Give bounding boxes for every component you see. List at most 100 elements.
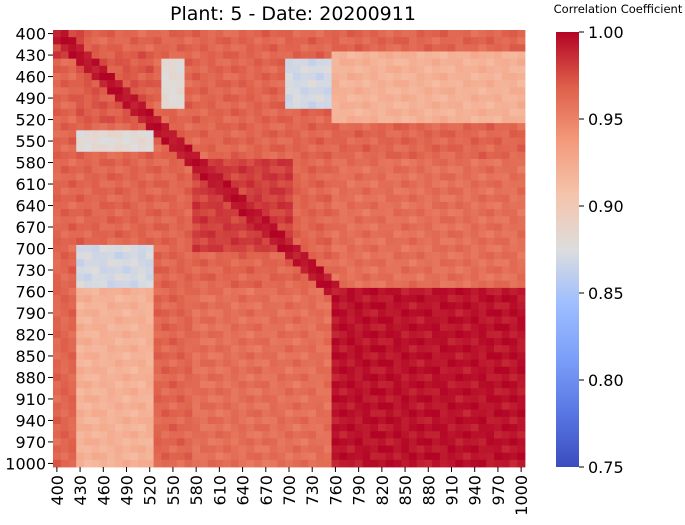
heatmap-cell bbox=[424, 273, 433, 282]
heatmap-cell bbox=[439, 431, 449, 439]
heatmap-cell bbox=[300, 409, 309, 418]
heatmap-cell bbox=[269, 115, 278, 124]
heatmap-cell bbox=[385, 72, 394, 81]
heatmap-cell bbox=[215, 402, 224, 411]
heatmap-cell bbox=[308, 87, 317, 95]
heatmap-cell bbox=[53, 373, 62, 382]
heatmap-cell bbox=[254, 115, 263, 124]
heatmap-cell bbox=[486, 459, 495, 468]
heatmap-cell bbox=[339, 158, 348, 167]
heatmap-cell bbox=[200, 223, 209, 231]
heatmap-cell bbox=[377, 37, 387, 45]
heatmap-cell bbox=[91, 44, 100, 52]
heatmap-cell bbox=[138, 381, 147, 389]
heatmap-cell bbox=[416, 173, 425, 181]
heatmap-cell bbox=[347, 65, 356, 74]
heatmap-cell bbox=[207, 137, 216, 146]
heatmap-cell bbox=[207, 87, 216, 95]
heatmap-cell bbox=[114, 416, 124, 425]
heatmap-cell bbox=[269, 345, 278, 353]
heatmap-cell bbox=[114, 266, 124, 274]
heatmap-cell bbox=[470, 223, 479, 231]
heatmap-cell bbox=[370, 316, 379, 325]
heatmap-cell bbox=[494, 381, 503, 389]
heatmap-cell bbox=[145, 302, 154, 310]
heatmap-cell bbox=[331, 402, 340, 411]
heatmap-cell bbox=[308, 194, 317, 203]
heatmap-cell bbox=[362, 130, 371, 138]
heatmap-cell bbox=[254, 65, 263, 74]
heatmap-cell bbox=[223, 424, 232, 432]
heatmap-cell bbox=[408, 366, 418, 375]
x-tick-label: 400 bbox=[48, 475, 67, 506]
heatmap-cell bbox=[60, 330, 69, 339]
heatmap-cell bbox=[292, 65, 302, 74]
heatmap-cell bbox=[91, 366, 100, 375]
heatmap-cell bbox=[439, 359, 449, 368]
heatmap-cell bbox=[215, 101, 224, 110]
heatmap-cell bbox=[432, 123, 441, 131]
heatmap-cell bbox=[161, 144, 170, 153]
heatmap-cell bbox=[261, 230, 271, 239]
heatmap-cell bbox=[153, 216, 162, 224]
heatmap-cell bbox=[323, 37, 332, 45]
heatmap-cell bbox=[494, 72, 503, 81]
heatmap-cell bbox=[107, 230, 116, 239]
heatmap-cell bbox=[238, 402, 247, 411]
heatmap-cell bbox=[200, 459, 209, 468]
heatmap-cell bbox=[432, 58, 441, 67]
heatmap-cell bbox=[370, 130, 379, 138]
heatmap-cell bbox=[316, 316, 325, 325]
heatmap-cell bbox=[424, 323, 433, 332]
heatmap-cell bbox=[308, 180, 317, 188]
heatmap-cell bbox=[401, 108, 410, 117]
heatmap-cell bbox=[408, 209, 418, 217]
heatmap-cell bbox=[223, 388, 232, 396]
heatmap-cell bbox=[517, 37, 526, 45]
heatmap-cell bbox=[323, 101, 332, 110]
heatmap-cell bbox=[408, 230, 418, 239]
heatmap-cell bbox=[377, 273, 387, 282]
heatmap-cell bbox=[60, 237, 69, 246]
colorbar bbox=[556, 32, 579, 467]
heatmap-cell bbox=[192, 108, 201, 117]
heatmap-cell bbox=[292, 137, 302, 146]
heatmap-cell bbox=[200, 80, 209, 88]
heatmap-cell bbox=[300, 37, 309, 45]
x-tick-label: 910 bbox=[442, 475, 461, 506]
heatmap-cell bbox=[277, 338, 286, 346]
heatmap-cell bbox=[509, 445, 518, 454]
heatmap-cell bbox=[408, 302, 418, 310]
heatmap-cell bbox=[432, 323, 441, 332]
heatmap-cell bbox=[230, 173, 240, 181]
heatmap-cell bbox=[83, 395, 93, 403]
heatmap-cell bbox=[200, 144, 209, 153]
heatmap-cell bbox=[401, 431, 410, 439]
heatmap-cell bbox=[308, 323, 317, 332]
heatmap-cell bbox=[261, 166, 271, 174]
heatmap-cell bbox=[277, 137, 286, 146]
heatmap-cell bbox=[192, 431, 201, 439]
heatmap-cell bbox=[130, 373, 139, 382]
heatmap-cell bbox=[486, 194, 495, 203]
heatmap-cell bbox=[432, 223, 441, 231]
heatmap-cell bbox=[401, 345, 410, 353]
heatmap-cell bbox=[122, 273, 131, 282]
heatmap-cell bbox=[176, 51, 185, 60]
heatmap-cell bbox=[161, 352, 170, 360]
heatmap-cell bbox=[200, 151, 209, 160]
heatmap-cell bbox=[76, 295, 85, 303]
heatmap-cell bbox=[463, 244, 472, 253]
heatmap-cell bbox=[509, 80, 518, 88]
heatmap-cell bbox=[316, 438, 325, 446]
heatmap-cell bbox=[347, 280, 356, 289]
heatmap-cell bbox=[138, 244, 147, 253]
heatmap-cell bbox=[60, 151, 69, 160]
heatmap-cell bbox=[184, 252, 193, 260]
heatmap-cell bbox=[393, 416, 402, 425]
heatmap-cell bbox=[393, 452, 402, 461]
heatmap-cell bbox=[339, 273, 348, 282]
heatmap-cell bbox=[323, 151, 332, 160]
heatmap-cell bbox=[447, 180, 456, 188]
heatmap-cell bbox=[53, 388, 62, 396]
